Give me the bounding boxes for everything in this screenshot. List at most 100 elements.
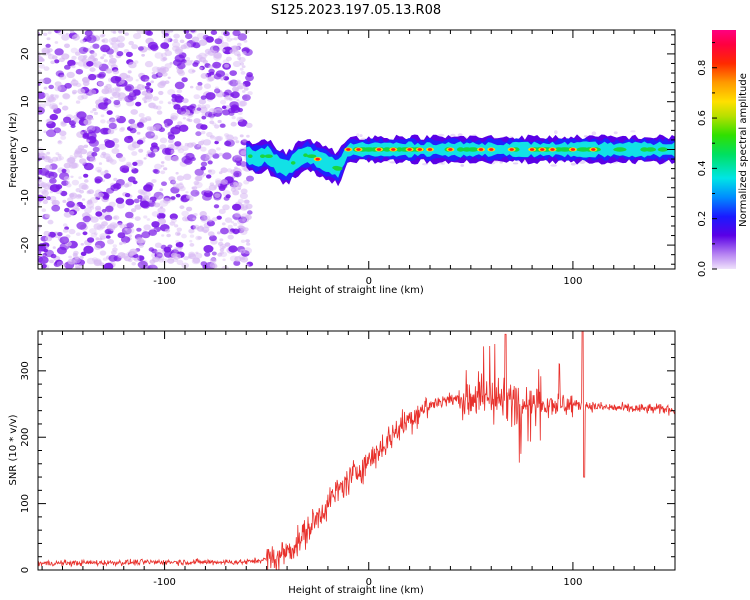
signal-core-green: [467, 147, 479, 152]
spectral-noise-dot: [244, 30, 250, 34]
spectral-noise-dot: [158, 100, 164, 104]
spectral-noise-dot: [137, 189, 144, 195]
spectral-noise-dot: [61, 34, 70, 41]
spectral-noise-dot: [114, 188, 118, 192]
spectral-noise-dot: [181, 145, 189, 151]
signal-core-green: [248, 154, 253, 158]
y-tick-label: 100: [20, 494, 31, 513]
spectral-noise-dot: [88, 73, 97, 81]
spectral-noise-dot: [224, 63, 230, 68]
spectral-noise-dot: [174, 124, 181, 130]
spectral-noise-dot: [106, 159, 110, 163]
spectral-noise-dot: [100, 119, 106, 124]
spectral-noise-dot: [203, 245, 214, 253]
spectral-noise-dot: [171, 155, 179, 162]
spectral-noise-dot: [121, 227, 132, 235]
spectral-noise-dot: [188, 68, 195, 74]
spectral-noise-dot: [234, 256, 242, 262]
spectral-noise-dot: [118, 156, 126, 162]
spectral-noise-dot: [154, 163, 162, 170]
spectral-noise-dot: [216, 215, 222, 220]
spectral-noise-dot: [89, 45, 94, 49]
spectral-noise-dot: [161, 147, 172, 155]
spectral-noise-dot: [150, 80, 154, 84]
spectral-noise-dot: [151, 221, 160, 228]
spectral-noise-dot: [97, 81, 104, 86]
spectral-halo-dot: [422, 163, 428, 166]
signal-hotspot-red: [591, 148, 596, 151]
spectral-noise-dot: [162, 67, 170, 73]
spectral-noise-dot: [71, 64, 76, 69]
spectral-noise-dot: [144, 85, 150, 90]
spectral-noise-dot: [159, 213, 166, 218]
spectral-noise-dot: [223, 76, 230, 81]
spectral-noise-dot: [216, 231, 221, 235]
spectral-noise-dot: [129, 123, 138, 130]
spectral-noise-dot: [64, 82, 72, 89]
spectral-noise-dot: [90, 117, 95, 121]
spectral-noise-dot: [46, 121, 56, 129]
spectral-noise-dot: [106, 110, 113, 115]
spectral-noise-dot: [126, 227, 135, 234]
spectral-noise-dot: [137, 195, 143, 200]
spectral-noise-dot: [44, 171, 55, 179]
x-tick-label: 0: [366, 577, 372, 588]
spectral-noise-dot: [207, 160, 213, 165]
spectral-noise-dot: [184, 60, 193, 66]
spectral-noise-dot: [45, 118, 53, 125]
spectral-noise-dot: [137, 122, 145, 129]
spectral-noise-dot: [120, 126, 126, 131]
spectral-noise-dot: [103, 262, 114, 269]
spectral-noise-dot: [117, 222, 123, 227]
spectral-noise-dot: [164, 50, 173, 57]
spectral-noise-dot: [46, 50, 51, 54]
spectral-noise-dot: [93, 232, 98, 236]
y-tick-label: 0: [20, 567, 31, 573]
spectral-noise-dot: [86, 200, 93, 205]
spectral-noise-dot: [168, 30, 174, 33]
spectral-noise-dot: [43, 32, 48, 36]
spectral-noise-dot: [38, 227, 41, 232]
spectral-noise-dot: [64, 64, 71, 70]
spectral-noise-dot: [114, 76, 122, 82]
spectral-noise-dot: [128, 40, 134, 46]
spectral-halo-dot: [438, 133, 445, 137]
spectral-noise-dot: [72, 91, 76, 95]
spectral-noise-dot: [194, 252, 203, 259]
spectral-noise-dot: [118, 81, 123, 85]
spectral-noise-dot: [189, 234, 195, 238]
spectral-noise-dot: [240, 150, 247, 156]
spectral-noise-dot: [100, 44, 111, 53]
spectral-noise-dot: [72, 156, 77, 160]
spectral-noise-dot: [113, 177, 118, 181]
signal-hotspot-red: [376, 148, 382, 151]
spectral-noise-dot: [231, 45, 240, 52]
spectral-noise-dot: [92, 146, 100, 153]
spectral-noise-dot: [119, 165, 130, 173]
spectral-noise-dot: [195, 85, 203, 91]
spectral-noise-dot: [92, 108, 97, 112]
spectral-noise-dot: [193, 180, 200, 186]
spectral-noise-dot: [69, 193, 75, 198]
spectral-noise-dot: [133, 198, 140, 204]
spectral-noise-dot: [89, 197, 98, 204]
spectral-halo-dot: [389, 161, 396, 164]
spectral-noise-dot: [130, 109, 138, 115]
spectral-noise-dot: [54, 94, 60, 98]
spectral-noise-dot: [71, 34, 80, 41]
spectral-noise-dot: [49, 113, 58, 121]
spectral-noise-dot: [130, 208, 137, 213]
spectral-noise-dot: [154, 242, 162, 248]
spectral-noise-dot: [160, 42, 170, 49]
spectral-noise-dot: [144, 30, 152, 36]
spectral-noise-dot: [131, 140, 137, 144]
spectral-noise-dot: [230, 221, 235, 224]
spectral-noise-dot: [111, 91, 118, 97]
spectral-noise-dot: [197, 144, 201, 148]
spectral-noise-dot: [214, 136, 222, 142]
spectral-noise-dot: [124, 32, 129, 36]
spectral-noise-dot: [59, 130, 67, 137]
spectral-noise-dot: [119, 242, 123, 246]
spectral-noise-dot: [246, 242, 251, 246]
spectral-noise-dot: [206, 174, 212, 179]
